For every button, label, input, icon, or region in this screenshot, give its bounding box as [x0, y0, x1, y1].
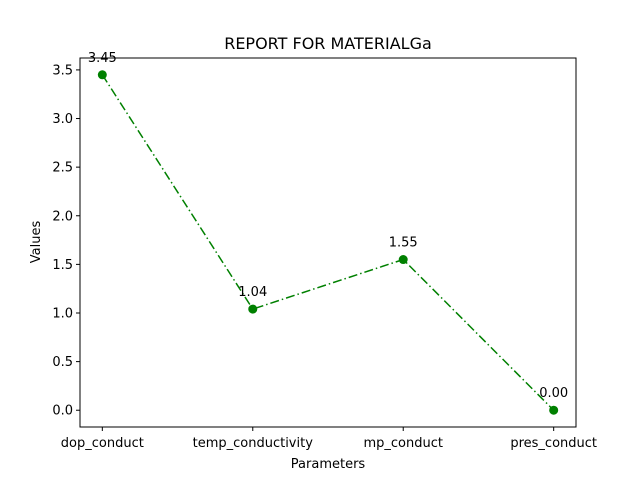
x-tick-label: temp_conductivity — [193, 436, 314, 451]
data-label: 1.04 — [238, 285, 267, 300]
x-tick-label: mp_conduct — [363, 436, 443, 451]
x-axis: dop_conduct temp_conductivity mp_conduct pr… — [61, 427, 597, 451]
y-tick-label: 2.0 — [52, 209, 73, 224]
data-point — [97, 70, 107, 80]
y-tick-label: 2.5 — [52, 161, 73, 176]
plot-frame — [79, 57, 577, 428]
y-tick-label: 0.0 — [52, 404, 73, 419]
plot-area: 3.451.041.550.00 — [88, 51, 568, 415]
x-axis-label: Parameters — [291, 457, 366, 472]
data-point — [549, 405, 559, 415]
y-tick-label: 3.0 — [52, 112, 73, 127]
data-point — [248, 304, 258, 314]
y-tick-label: 0.5 — [52, 355, 73, 370]
chart-title: REPORT FOR MATERIALGa — [224, 34, 432, 53]
y-tick-label: 3.5 — [52, 63, 73, 78]
data-point — [398, 255, 408, 265]
y-axis-label: Values — [29, 221, 44, 264]
y-axis: 0.0 0.5 1.0 1.5 2.0 2.5 3.0 3.5 — [52, 63, 80, 419]
y-tick-label: 1.5 — [52, 258, 73, 273]
data-label: 1.55 — [389, 236, 418, 251]
series-line — [101, 74, 555, 411]
data-label: 0.00 — [539, 386, 568, 401]
y-tick-label: 1.0 — [52, 306, 73, 321]
x-tick-label: pres_conduct — [510, 436, 597, 451]
x-tick-label: dop_conduct — [61, 436, 144, 451]
